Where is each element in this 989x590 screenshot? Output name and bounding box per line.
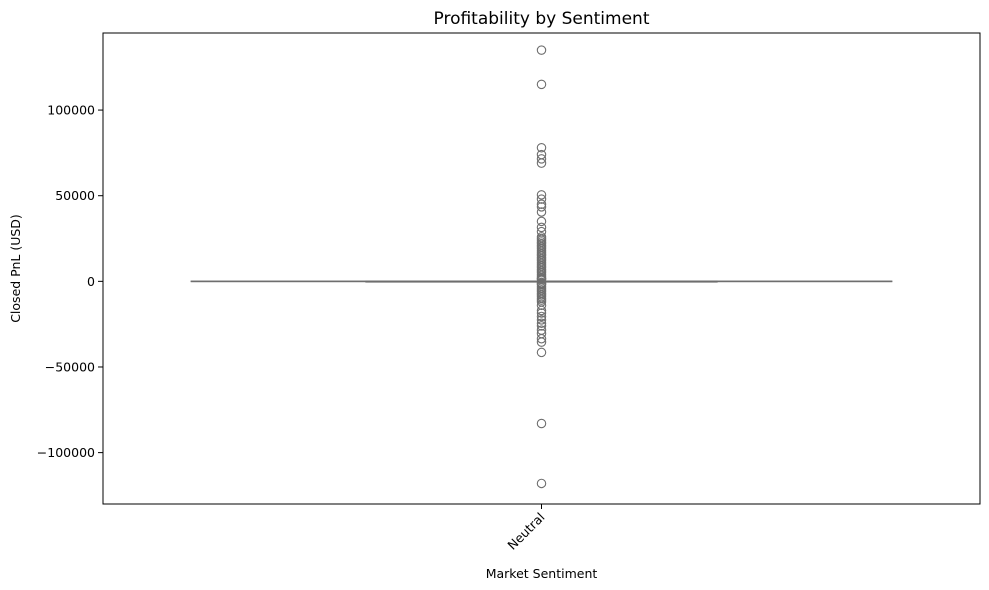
outlier-point xyxy=(536,79,547,90)
outlier-point xyxy=(536,315,547,325)
y-tick-label: 100000 xyxy=(47,103,95,118)
outlier-point xyxy=(536,311,547,322)
outlier-point xyxy=(536,207,547,217)
outlier-point xyxy=(536,45,547,55)
outlier-point xyxy=(536,305,547,316)
y-axis-label: Closed PnL (USD) xyxy=(8,214,23,323)
outlier-point xyxy=(536,318,547,329)
x-axis: Neutral xyxy=(504,504,548,553)
y-tick-label: 0 xyxy=(87,274,95,289)
y-axis: 100000 50000 0 −50000 −100000 xyxy=(37,103,103,460)
outlier-point xyxy=(536,321,547,331)
y-tick-label: −100000 xyxy=(37,445,95,460)
outliers xyxy=(536,45,547,489)
chart-title: Profitability by Sentiment xyxy=(434,9,650,29)
outlier-point xyxy=(536,154,547,164)
outlier-point xyxy=(536,333,547,344)
outlier-point xyxy=(536,143,547,153)
outlier-point xyxy=(536,347,547,358)
y-tick-label: −50000 xyxy=(45,359,95,374)
outlier-point xyxy=(536,308,547,318)
x-tick-label: Neutral xyxy=(504,510,547,553)
outlier-point xyxy=(536,194,547,204)
outlier-point xyxy=(536,190,547,200)
box-plot xyxy=(190,280,893,283)
outlier-point xyxy=(536,202,547,212)
outlier-point xyxy=(536,216,547,227)
outlier-point xyxy=(536,158,547,168)
outlier-point xyxy=(536,222,547,233)
outlier-point xyxy=(536,337,547,347)
x-axis-label: Market Sentiment xyxy=(486,566,598,581)
outlier-point xyxy=(536,199,547,210)
y-tick-label: 50000 xyxy=(55,188,95,203)
outlier-point xyxy=(536,418,547,429)
outlier-point xyxy=(536,478,547,489)
outlier-point xyxy=(536,300,547,311)
